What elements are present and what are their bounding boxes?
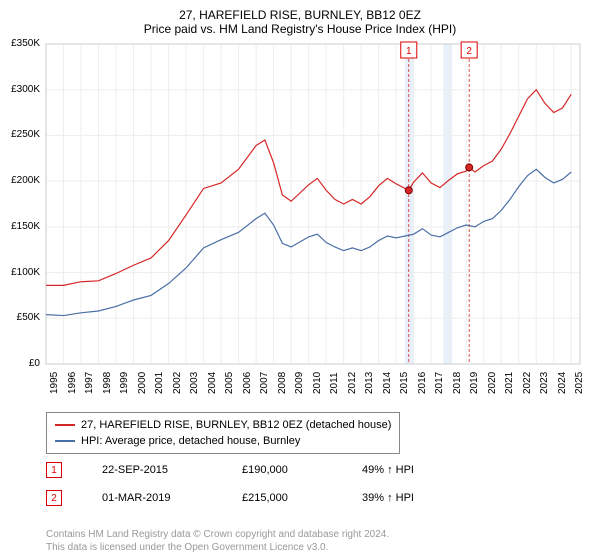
annotation-hpi: 49% ↑ HPI <box>362 464 414 476</box>
annotation-date: 01-MAR-2019 <box>102 492 202 504</box>
x-tick-label: 2003 <box>189 372 200 394</box>
annotation-hpi: 39% ↑ HPI <box>362 492 414 504</box>
annotation-badge: 2 <box>46 490 62 506</box>
x-tick-label: 2009 <box>294 372 305 394</box>
y-tick-label: £250K <box>4 129 40 140</box>
annotation-price: £215,000 <box>242 492 322 504</box>
x-tick-label: 2004 <box>207 372 218 394</box>
x-tick-label: 1998 <box>102 372 113 394</box>
y-tick-label: £0 <box>4 358 40 369</box>
x-tick-label: 2002 <box>172 372 183 394</box>
x-tick-label: 2013 <box>364 372 375 394</box>
x-tick-label: 2001 <box>154 372 165 394</box>
legend-swatch <box>55 440 75 442</box>
line-chart: 12 <box>0 0 600 414</box>
legend-label: HPI: Average price, detached house, Burn… <box>81 435 300 447</box>
footer-copyright: Contains HM Land Registry data © Crown c… <box>46 528 389 554</box>
y-tick-label: £350K <box>4 38 40 49</box>
annotation-date: 22-SEP-2015 <box>102 464 202 476</box>
x-tick-label: 2011 <box>329 372 340 394</box>
x-tick-label: 2006 <box>242 372 253 394</box>
x-tick-label: 1999 <box>119 372 130 394</box>
y-tick-label: £100K <box>4 267 40 278</box>
annotation-badge: 1 <box>46 462 62 478</box>
x-tick-label: 2010 <box>312 372 323 394</box>
x-tick-label: 1996 <box>67 372 78 394</box>
annotation-row: 1 22-SEP-2015 £190,000 49% ↑ HPI <box>46 462 414 478</box>
x-tick-label: 2025 <box>574 372 585 394</box>
x-tick-label: 2017 <box>434 372 445 394</box>
x-tick-label: 2022 <box>522 372 533 394</box>
svg-text:1: 1 <box>406 46 412 57</box>
x-tick-label: 2007 <box>259 372 270 394</box>
x-tick-label: 2008 <box>277 372 288 394</box>
y-tick-label: £150K <box>4 221 40 232</box>
x-tick-label: 2023 <box>539 372 550 394</box>
annotation-price: £190,000 <box>242 464 322 476</box>
x-tick-label: 2018 <box>452 372 463 394</box>
x-tick-label: 2021 <box>504 372 515 394</box>
x-tick-label: 2024 <box>557 372 568 394</box>
legend-swatch <box>55 424 75 426</box>
svg-text:2: 2 <box>466 46 472 57</box>
legend-label: 27, HAREFIELD RISE, BURNLEY, BB12 0EZ (d… <box>81 419 391 431</box>
y-tick-label: £200K <box>4 175 40 186</box>
x-tick-label: 1995 <box>49 372 60 394</box>
x-tick-label: 1997 <box>84 372 95 394</box>
x-tick-label: 2019 <box>469 372 480 394</box>
x-tick-label: 2005 <box>224 372 235 394</box>
x-tick-label: 2015 <box>399 372 410 394</box>
annotation-row: 2 01-MAR-2019 £215,000 39% ↑ HPI <box>46 490 414 506</box>
x-tick-label: 2016 <box>417 372 428 394</box>
legend: 27, HAREFIELD RISE, BURNLEY, BB12 0EZ (d… <box>46 412 400 454</box>
legend-item: HPI: Average price, detached house, Burn… <box>55 433 391 449</box>
x-tick-label: 2012 <box>347 372 358 394</box>
x-tick-label: 2014 <box>382 372 393 394</box>
x-tick-label: 2000 <box>137 372 148 394</box>
legend-item: 27, HAREFIELD RISE, BURNLEY, BB12 0EZ (d… <box>55 417 391 433</box>
y-tick-label: £300K <box>4 84 40 95</box>
x-tick-label: 2020 <box>487 372 498 394</box>
y-tick-label: £50K <box>4 312 40 323</box>
